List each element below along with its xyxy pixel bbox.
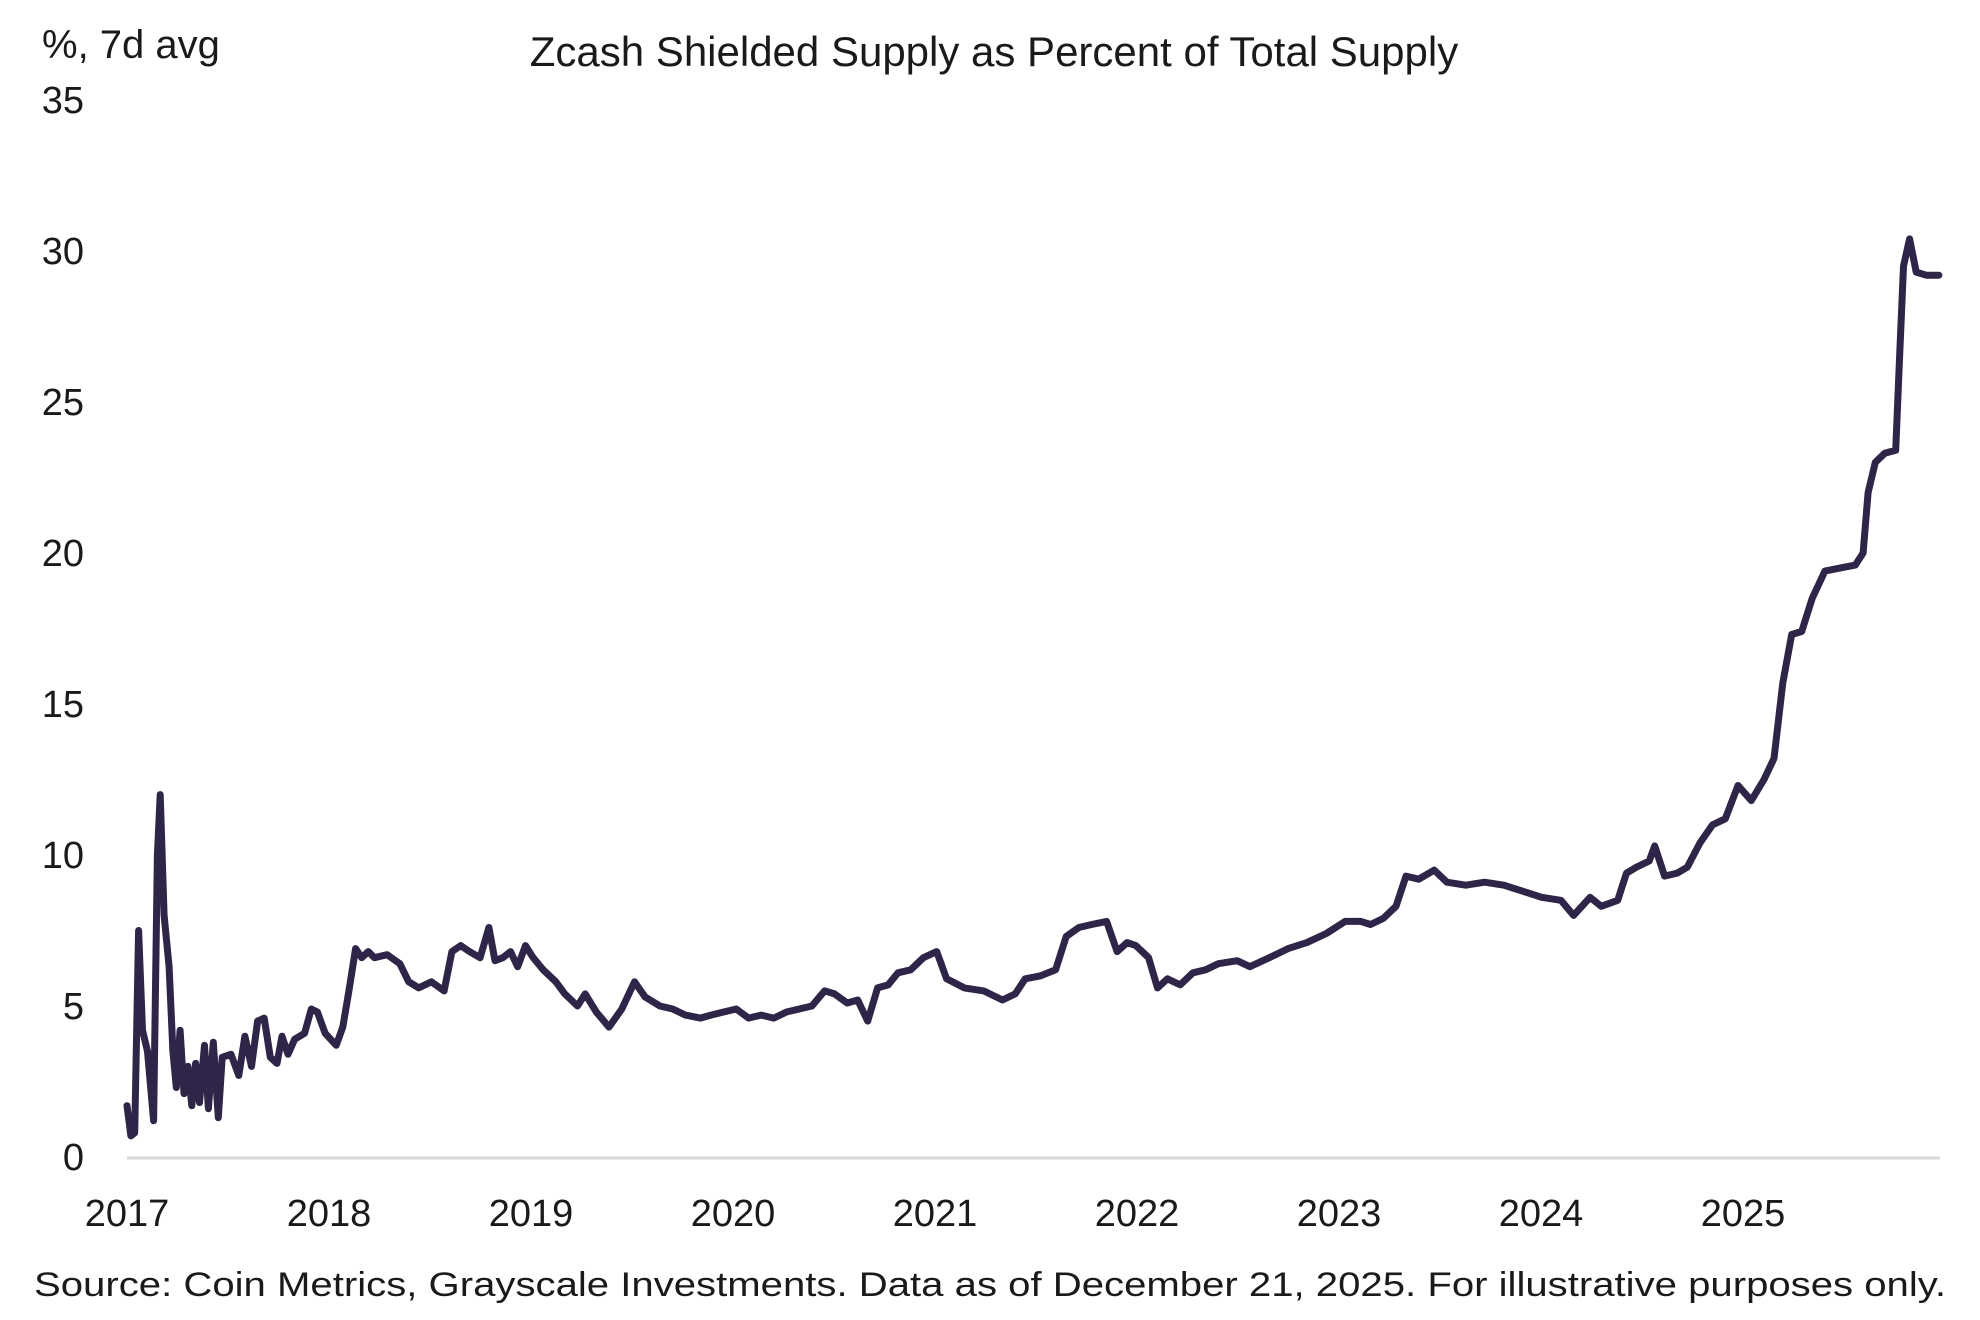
x-tick-label: 2022: [1095, 1193, 1180, 1235]
x-tick-label: 2018: [287, 1193, 372, 1235]
x-tick-label: 2023: [1297, 1193, 1382, 1235]
y-tick-label: 15: [42, 684, 84, 726]
source-note: Source: Coin Metrics, Grayscale Investme…: [34, 1266, 1946, 1304]
y-tick-label: 0: [63, 1137, 84, 1179]
x-tick-label: 2024: [1499, 1193, 1584, 1235]
x-tick-label: 2021: [893, 1193, 978, 1235]
x-tick-label: 2017: [85, 1193, 170, 1235]
x-tick-label: 2019: [489, 1193, 574, 1235]
y-tick-label: 25: [42, 382, 84, 424]
y-tick-label: 5: [63, 986, 84, 1028]
chart-title: Zcash Shielded Supply as Percent of Tota…: [530, 28, 1458, 75]
x-tick-label: 2025: [1701, 1193, 1786, 1235]
x-tick-label: 2020: [691, 1193, 776, 1235]
series-line: [123, 235, 1943, 1140]
y-tick-label: 20: [42, 533, 84, 575]
y-tick-label: 35: [42, 80, 84, 122]
y-tick-label: 30: [42, 231, 84, 273]
y-axis-label: %, 7d avg: [42, 23, 220, 67]
y-tick-label: 10: [42, 835, 84, 877]
